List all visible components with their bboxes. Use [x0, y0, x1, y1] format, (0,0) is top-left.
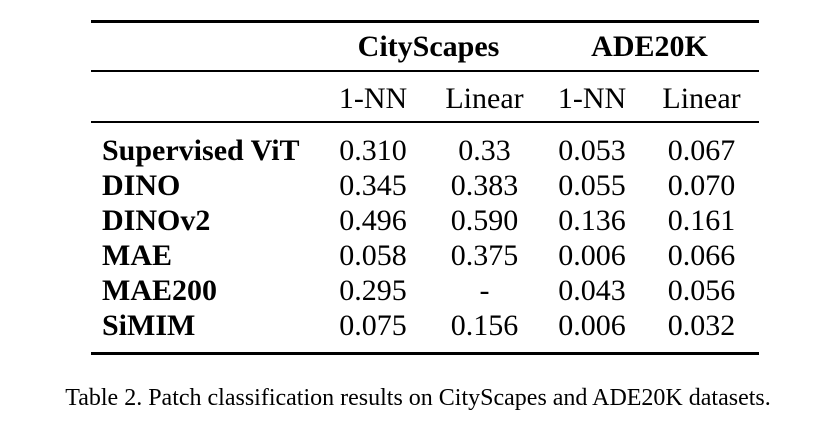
- value-cell: 0.345: [339, 168, 407, 202]
- table-caption: Table 2. Patch classification results on…: [65, 385, 771, 411]
- model-name-cell: MAE200: [102, 273, 217, 307]
- value-cell: 0.032: [667, 308, 736, 342]
- value-cell: 0.161: [667, 203, 736, 237]
- corner-cell: [91, 21, 317, 72]
- table-row: Supervised ViT 0.310 0.33 0.053 0.067: [91, 122, 759, 168]
- value-cell: 0.295: [339, 273, 407, 307]
- value-cell: 0.33: [458, 133, 511, 167]
- value-cell: 0.075: [339, 308, 407, 342]
- value-cell: 0.043: [558, 273, 626, 307]
- value-cell: 0.066: [667, 238, 736, 272]
- table-row: MAE 0.058 0.375 0.006 0.066: [91, 238, 759, 273]
- value-cell: 0.375: [450, 238, 519, 272]
- column-group-ade20k: ADE20K: [540, 21, 760, 72]
- table-row: DINOv2 0.496 0.590 0.136 0.161: [91, 203, 759, 238]
- value-cell: 0.310: [339, 133, 407, 167]
- value-cell: 0.006: [558, 308, 626, 342]
- subheader-cityscapes-linear: Linear: [429, 71, 541, 123]
- value-cell: 0.383: [450, 168, 519, 202]
- value-cell: 0.058: [339, 238, 407, 272]
- model-name-cell: DINOv2: [102, 203, 211, 237]
- model-name-cell: MAE: [102, 238, 172, 272]
- value-cell: 0.067: [667, 133, 736, 167]
- results-table: CityScapes ADE20K 1-NN Linear 1-NN Linea…: [91, 20, 760, 355]
- group-header-row: CityScapes ADE20K: [91, 21, 760, 72]
- model-name-cell: DINO: [102, 168, 181, 202]
- subheader-ade20k-1nn: 1-NN: [540, 71, 645, 123]
- value-cell: 0.053: [558, 133, 626, 167]
- column-group-cityscapes: CityScapes: [317, 21, 541, 72]
- table-row: MAE200 0.295 - 0.043 0.056: [91, 273, 759, 308]
- value-cell: 0.056: [667, 273, 736, 307]
- corner-cell: [91, 71, 317, 123]
- subheader-ade20k-linear: Linear: [644, 71, 760, 123]
- model-name-cell: SiMIM: [102, 308, 196, 342]
- table-row: SiMIM 0.075 0.156 0.006 0.032: [91, 308, 759, 354]
- value-cell: 0.006: [558, 238, 626, 272]
- value-cell: 0.070: [667, 168, 736, 202]
- subheader-cityscapes-1nn: 1-NN: [317, 71, 429, 123]
- table-row: DINO 0.345 0.383 0.055 0.070: [91, 168, 759, 203]
- value-cell: 0.156: [450, 308, 519, 342]
- value-cell: 0.496: [339, 203, 407, 237]
- value-cell: 0.055: [558, 168, 626, 202]
- value-cell: -: [479, 273, 490, 307]
- model-name-cell: Supervised ViT: [102, 133, 300, 167]
- value-cell: 0.590: [450, 203, 519, 237]
- value-cell: 0.136: [558, 203, 626, 237]
- sub-header-row: 1-NN Linear 1-NN Linear: [91, 71, 760, 123]
